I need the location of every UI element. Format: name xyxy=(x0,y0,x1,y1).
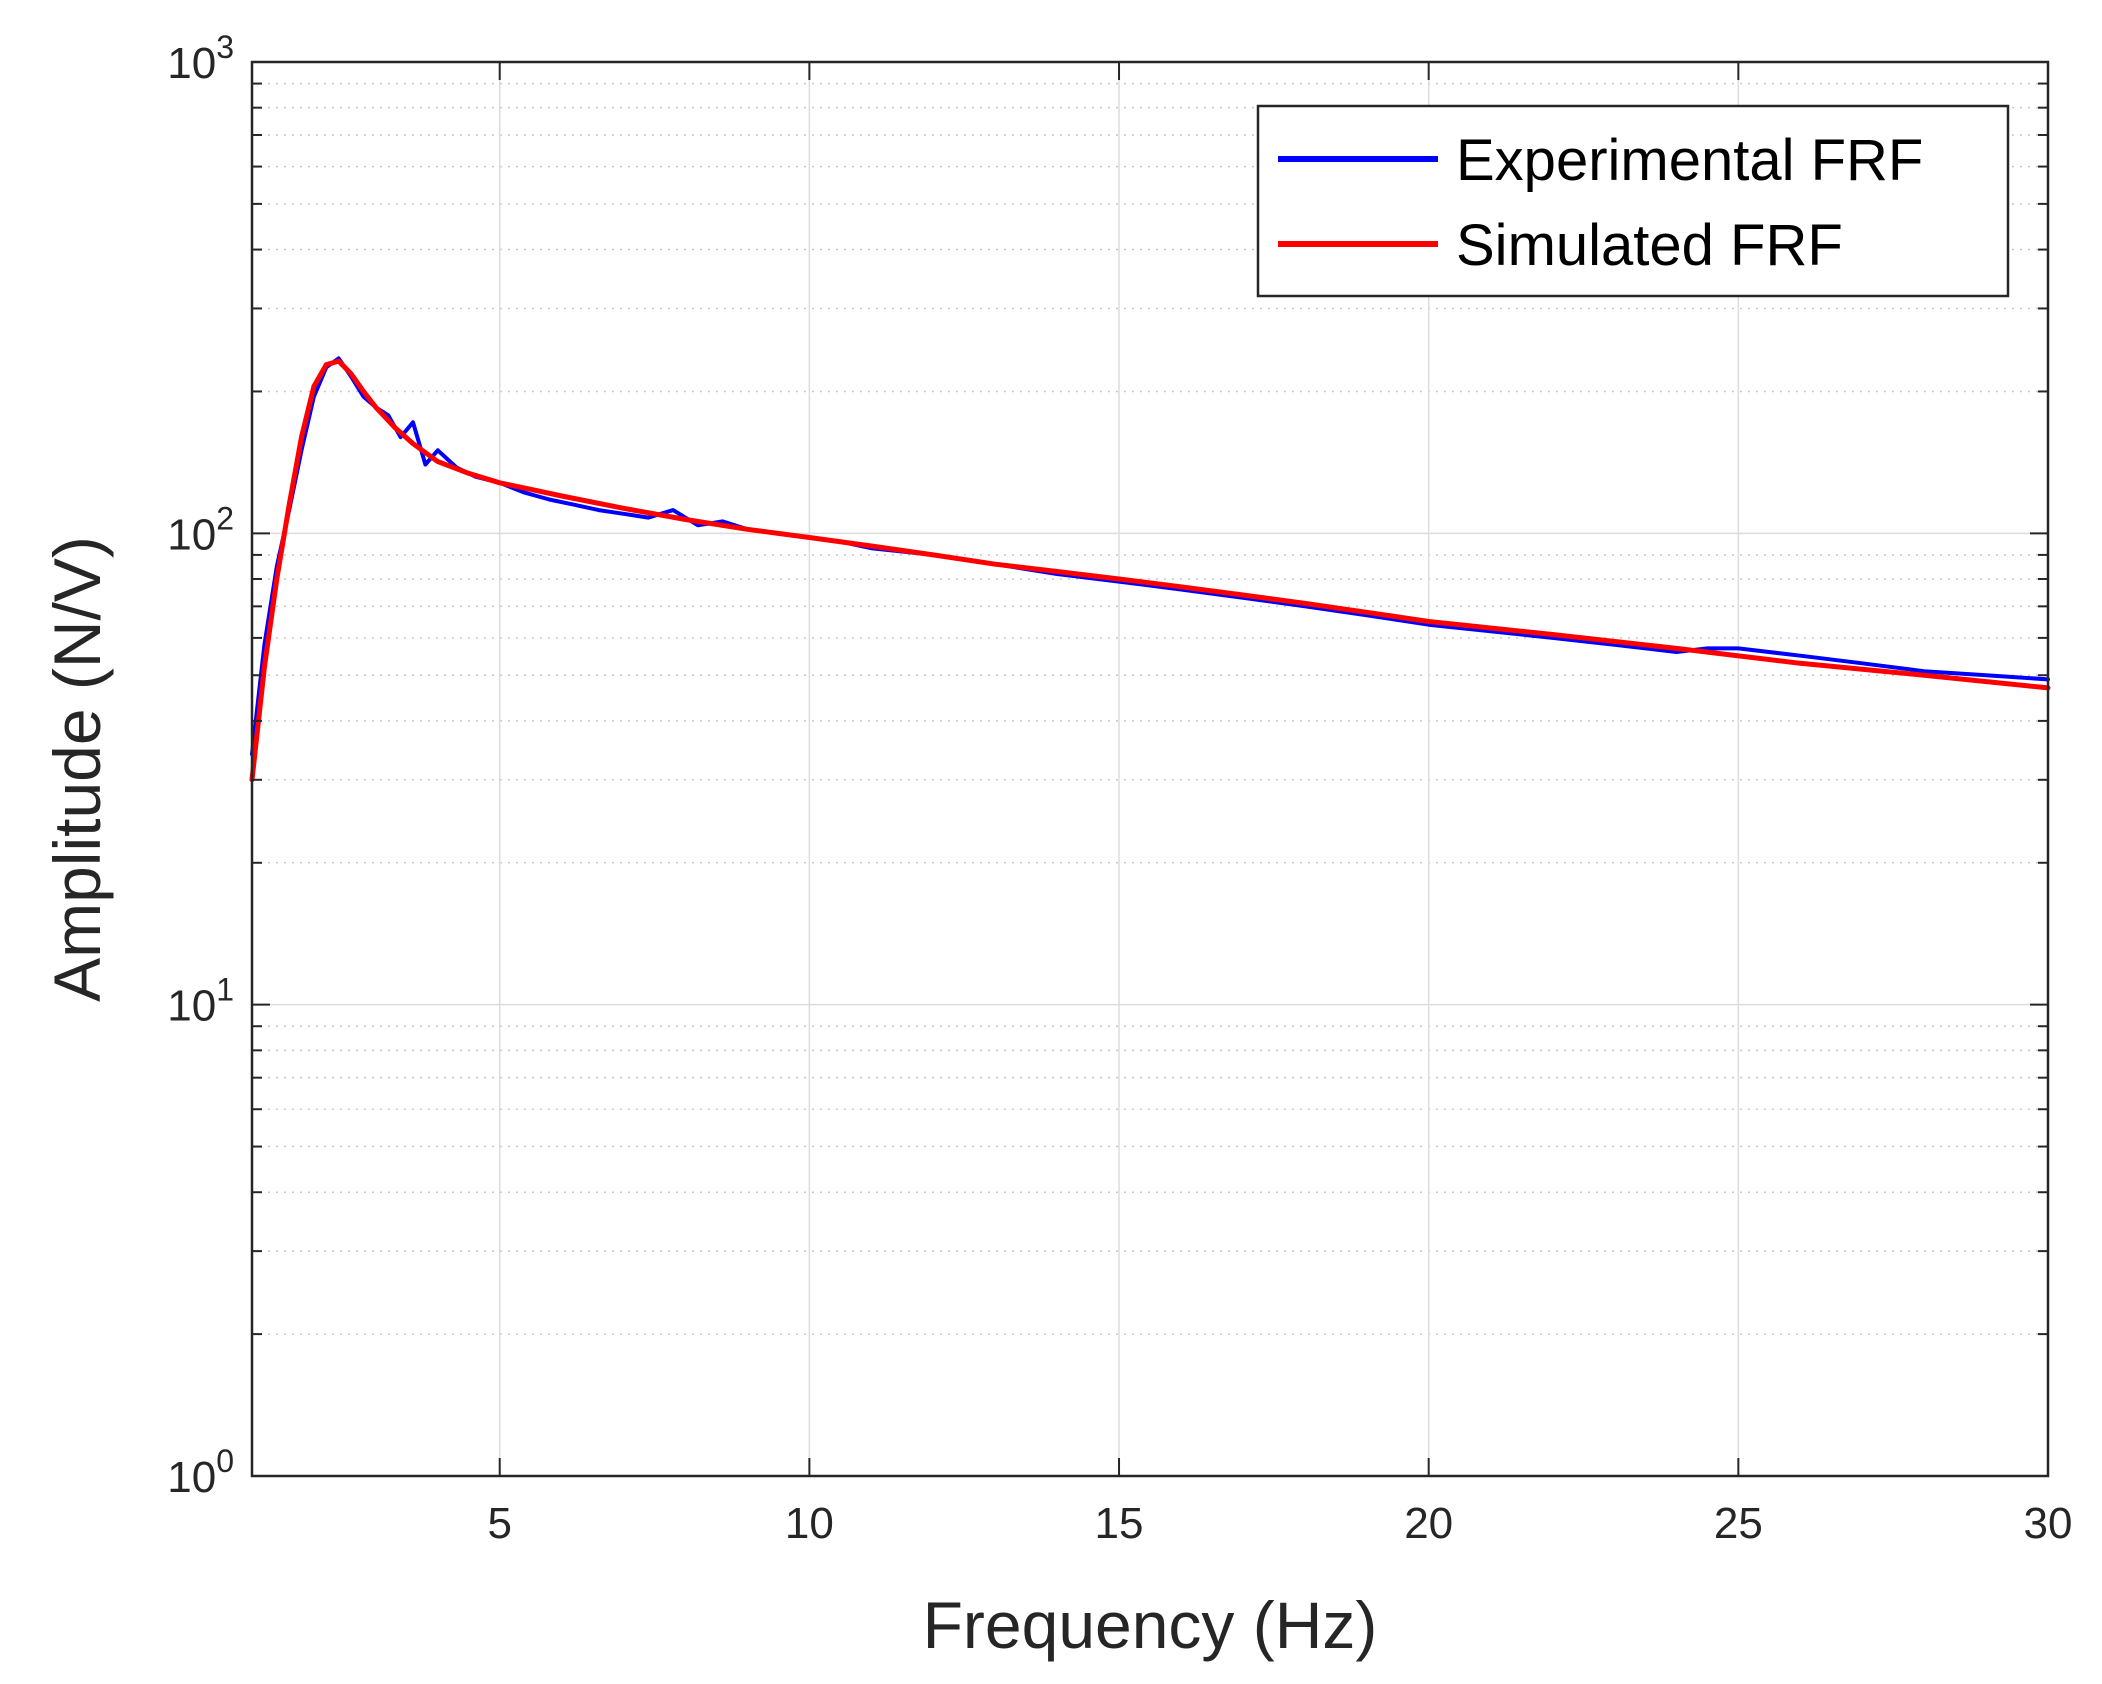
y-tick-label: 101 xyxy=(167,972,234,1031)
data-series xyxy=(249,356,2051,783)
y-tick-label: 102 xyxy=(167,500,234,559)
x-tick-label: 10 xyxy=(785,1499,834,1548)
x-tick-label: 20 xyxy=(1404,1499,1453,1548)
series-line-simulated xyxy=(249,358,2051,783)
x-tick-labels: 5 10 15 20 25 30 xyxy=(487,1499,2072,1548)
x-tick-label: 30 xyxy=(2024,1499,2073,1548)
legend-box xyxy=(1256,104,2010,298)
series-line-experimental xyxy=(250,356,2050,757)
y-tick-label: 100 xyxy=(167,1443,234,1502)
x-tick-label: 25 xyxy=(1714,1499,1763,1548)
plot-frame xyxy=(250,60,2050,1478)
x-tick-label: 5 xyxy=(487,1499,511,1548)
y-tick-labels: 100 101 102 103 xyxy=(167,29,234,1502)
axis-ticks xyxy=(252,62,2049,1477)
plot-area xyxy=(252,62,2048,1476)
x-axis-title: Frequency (Hz) xyxy=(923,1588,1378,1662)
y-tick-label: 103 xyxy=(167,29,234,88)
x-tick-label: 15 xyxy=(1095,1499,1144,1548)
legend-label-experimental: Experimental FRF xyxy=(1456,128,1923,193)
legend-label-simulated: Simulated FRF xyxy=(1456,213,1843,278)
legend: Experimental FRF Simulated FRF xyxy=(1256,104,2010,298)
y-axis-title: Amplitude (N/V) xyxy=(40,536,114,1002)
